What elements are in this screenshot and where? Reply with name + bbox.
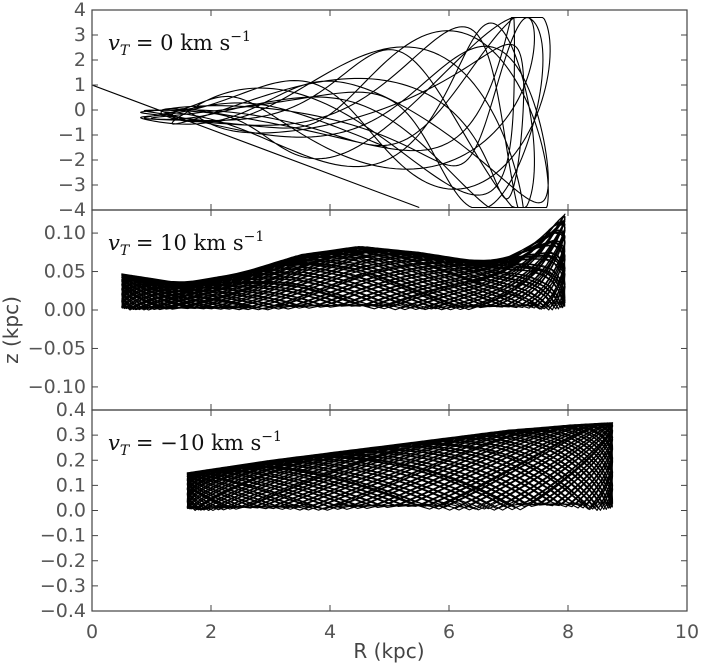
y-tick-label: 0.2: [56, 449, 86, 471]
y-tick-label: 4: [74, 0, 86, 21]
panel-top: 4 3 2 1 0 −1 −2 −3 −4 vT = 0 km s−1: [58, 0, 688, 221]
panel-label: vT = 0 km s−1: [108, 29, 251, 59]
y-tick-label: 0.00: [44, 299, 86, 321]
x-tick-label: 10: [675, 621, 699, 643]
y-tick-label: −0.10: [28, 376, 86, 398]
y-tick-label: −3: [58, 174, 86, 196]
orbit-trace: [92, 16, 551, 209]
orbit-trace: [121, 213, 566, 311]
x-tick-label: 0: [86, 621, 98, 643]
x-axis: 0 2 4 6 8 10: [86, 621, 699, 643]
x-tick-label: 2: [205, 621, 217, 643]
y-tick-label: 0.4: [56, 399, 86, 421]
orbit-trace: [186, 422, 614, 512]
y-tick-label: 1: [74, 74, 86, 96]
y-tick-label: 0.3: [56, 424, 86, 446]
y-tick-label: −0.2: [40, 550, 86, 572]
x-tick-label: 8: [562, 621, 574, 643]
y-tick-label: 0.1: [56, 474, 86, 496]
x-tick-label: 4: [324, 621, 336, 643]
y-tick-label: −4: [58, 199, 86, 221]
y-tick-label: −0.1: [40, 525, 86, 547]
y-tick-label: 3: [74, 24, 86, 46]
y-tick-label: −0.3: [40, 575, 86, 597]
panel-bottom: 0.4 0.3 0.2 0.1 0.0 −0.1 −0.2 −0.3 −0.4 vT = −10 …: [40, 399, 688, 622]
y-tick-label: 0.0: [56, 500, 86, 522]
y-tick-label: 0.05: [44, 261, 86, 283]
y-tick-label: 0: [74, 99, 86, 121]
panel-label: vT = 10 km s−1: [108, 229, 264, 259]
y-tick-label: −1: [58, 124, 86, 146]
panel-label: vT = −10 km s−1: [108, 429, 282, 459]
y-tick-label: −0.05: [28, 337, 86, 359]
y-tick-label: −0.4: [40, 600, 86, 622]
x-tick-label: 6: [443, 621, 455, 643]
y-tick-label: −2: [58, 149, 86, 171]
panel-middle: 0.10 0.05 0.00 −0.05 −0.10 vT = 10 km s−1: [28, 209, 688, 411]
y-tick-label: 2: [74, 49, 86, 71]
y-tick-label: 0.10: [44, 222, 86, 244]
y-axis-title: z (kpc): [0, 296, 23, 364]
x-axis-title: R (kpc): [353, 639, 424, 663]
